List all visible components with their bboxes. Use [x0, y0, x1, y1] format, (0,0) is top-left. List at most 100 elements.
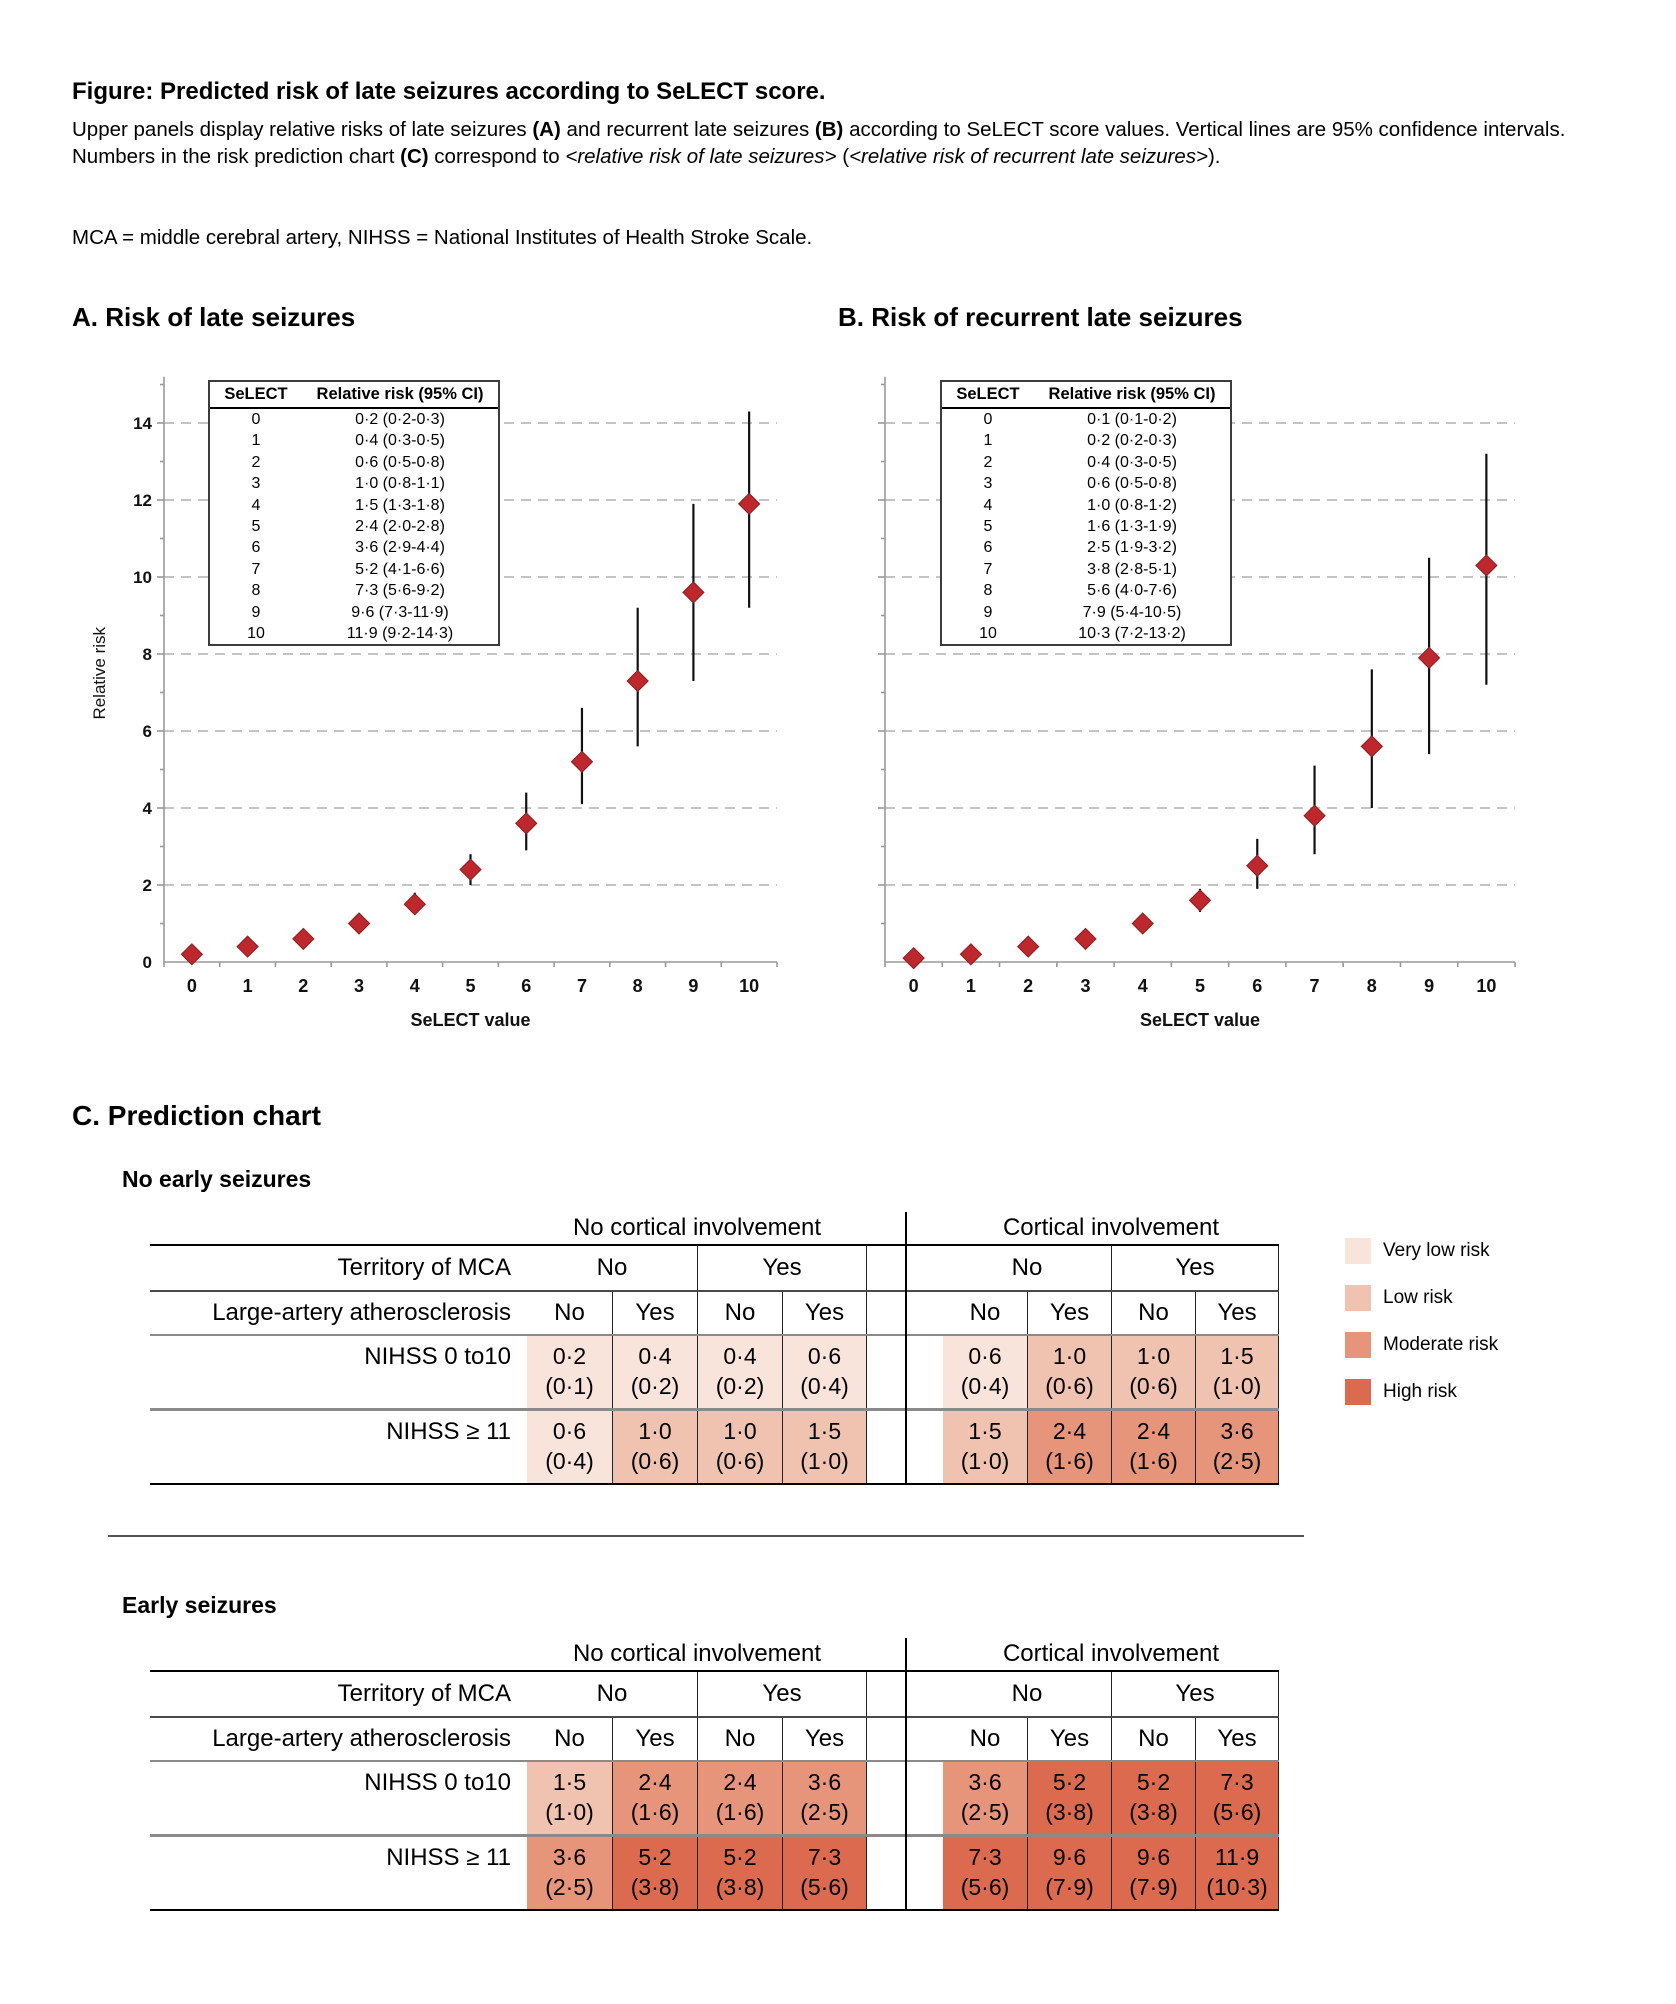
spacer	[867, 1762, 905, 1834]
inset-table-row: 9 9·6 (7·3-11·9)	[210, 602, 498, 623]
data-point-diamond	[682, 581, 705, 604]
inset-table-row: 3 0·6 (0·5-0·8)	[942, 473, 1230, 494]
group-header-row: No cortical involvement Cortical involvem…	[150, 1638, 1279, 1670]
risk-value: 2·4	[1136, 1417, 1171, 1444]
inset-table-b: SeLECT Relative risk (95% CI) 0 0·1 (0·1-0·…	[940, 380, 1232, 647]
risk-cell-low: 1·5 (1·0)	[943, 1410, 1027, 1483]
caption-segment: (C)	[400, 145, 429, 168]
caption-segment: according to SeLECT score values. Vertic…	[72, 118, 1566, 168]
risk-value-recurrent: (5·6)	[1212, 1799, 1262, 1825]
atherosclerosis-no: No	[1111, 1291, 1195, 1334]
data-series	[180, 411, 761, 966]
legend-swatch-high	[1345, 1379, 1371, 1405]
spacer	[867, 1246, 905, 1290]
x-tick-label: 6	[1252, 976, 1262, 996]
risk-value-recurrent: (2·5)	[545, 1873, 594, 1900]
y-tick-label: 10	[133, 568, 152, 587]
inset-table-a: SeLECT Relative risk (95% CI) 0 0·2 (0·2-0·…	[208, 380, 500, 647]
risk-value: 0·4	[723, 1343, 757, 1369]
atherosclerosis-yes: Yes	[612, 1291, 697, 1334]
risk-value: 11·9	[1214, 1843, 1260, 1870]
inset-select-value: 4	[983, 496, 993, 514]
spacer	[867, 1411, 905, 1483]
rule-under-atherosclerosis	[150, 1759, 1279, 1762]
risk-value: 3·6	[968, 1769, 1002, 1795]
spacer	[907, 1411, 943, 1483]
data-point-diamond	[180, 943, 204, 966]
caption-segment: <relative risk of recurrent late seizure…	[849, 145, 1208, 168]
risk-cell-moderate: 3·6 (2·5)	[1195, 1410, 1279, 1483]
data-point-diamond	[459, 858, 482, 881]
spacer	[867, 1638, 905, 1670]
data-point-diamond	[1303, 804, 1326, 827]
atherosclerosis-yes: Yes	[612, 1717, 697, 1760]
risk-value: 7·3	[1220, 1769, 1254, 1795]
risk-cell-high: 7·3 (5·6)	[943, 1836, 1027, 1909]
inset-table-row: 10 11·9 (9·2-14·3)	[210, 623, 498, 644]
risk-legend: Very low risk Low risk Moderate risk High r…	[1345, 1238, 1498, 1426]
x-tick-label: 5	[465, 976, 475, 996]
risk-value-recurrent: (3·8)	[1045, 1799, 1094, 1825]
inset-relative-risk-value: 0·6 (0·5-0·8)	[355, 453, 445, 471]
risk-value: 1·0	[1136, 1343, 1171, 1369]
risk-value-recurrent: (0·6)	[630, 1447, 680, 1474]
legend-label: High risk	[1383, 1381, 1457, 1402]
risk-value: 0·6	[968, 1343, 1002, 1369]
inset-relative-risk-value: 2·5 (1·9-3·2)	[1087, 539, 1177, 557]
risk-value: 9·6	[1136, 1843, 1171, 1870]
rule-under-group-headers	[150, 1670, 1279, 1672]
inset-relative-risk-value: 1·0 (0·8-1·2)	[1087, 496, 1177, 514]
atherosclerosis-no: No	[697, 1291, 782, 1334]
spacer	[867, 1212, 905, 1244]
y-tick-label: 8	[143, 645, 152, 664]
risk-cell-low: 1·0 (0·6)	[697, 1410, 782, 1483]
spacer	[867, 1837, 905, 1909]
risk-value-recurrent: (2·5)	[800, 1799, 849, 1825]
risk-cell-very-low: 0·6 (0·4)	[782, 1336, 867, 1408]
figure-title: Figure: Predicted risk of late seizures …	[72, 78, 826, 105]
inset-relative-risk-value: 5·2 (4·1-6·6)	[355, 560, 445, 578]
inset-relative-risk-value: 0·2 (0·2-0·3)	[355, 411, 445, 428]
territory-label: Territory of MCA	[337, 1254, 511, 1281]
territory-yes: Yes	[697, 1672, 867, 1716]
inset-table-row: 7 3·8 (2·8-5·1)	[942, 559, 1230, 580]
risk-cell-very-low: 0·6 (0·4)	[943, 1336, 1027, 1408]
inset-table-row: 1 0·2 (0·2-0·3)	[942, 430, 1230, 451]
rule-under-territory	[150, 1290, 1279, 1292]
section-divider	[108, 1535, 1304, 1537]
caption-segment: ).	[1207, 145, 1221, 168]
nihss-data-row: NIHSS 0 to10 1·5 (1·0) 2·4 (1·6) 2·4 (1·6) 3·6 (…	[150, 1762, 1279, 1834]
data-point-diamond	[1074, 927, 1097, 951]
risk-value-recurrent: (5·6)	[800, 1873, 849, 1900]
inset-header-relative-risk: Relative risk (95% CI)	[316, 385, 484, 403]
nihss-data-row: NIHSS ≥ 11 0·6 (0·4) 1·0 (0·6) 1·0 (0·6) 1·5 (1·…	[150, 1410, 1279, 1483]
abbreviations-line: MCA = middle cerebral artery, NIHSS = Na…	[72, 226, 813, 249]
group-header-no-cortical: No cortical involvement	[572, 1214, 822, 1241]
data-point-diamond	[959, 943, 983, 966]
risk-value-recurrent: (1·6)	[715, 1799, 765, 1825]
risk-cell-moderate: 3·6 (2·5)	[943, 1762, 1027, 1834]
territory-row: Territory of MCA No Yes No Yes	[150, 1672, 1279, 1716]
risk-value-recurrent: (1·6)	[1129, 1447, 1178, 1474]
nihss-data-row: NIHSS ≥ 11 3·6 (2·5) 5·2 (3·8) 5·2 (3·8) 7·3 (5·…	[150, 1836, 1279, 1909]
risk-value: 2·4	[723, 1769, 757, 1795]
inset-select-value: 6	[983, 539, 993, 557]
risk-value-recurrent: (0·2)	[630, 1373, 680, 1399]
inset-table-row: 0 0·2 (0·2-0·3)	[210, 409, 498, 430]
spacer	[907, 1762, 943, 1834]
atherosclerosis-yes: Yes	[1027, 1717, 1111, 1760]
table-2-subtitle: Early seizures	[122, 1592, 277, 1618]
inset-relative-risk-value: 1·5 (1·3-1·8)	[355, 496, 445, 514]
cortical-group-divider	[905, 1212, 907, 1485]
cortical-group-divider	[905, 1638, 907, 1911]
x-tick-label: 3	[354, 976, 364, 996]
inset-header-row: SeLECT Relative risk (95% CI)	[942, 382, 1230, 409]
territory-yes: Yes	[1111, 1672, 1279, 1716]
risk-value-recurrent: (3·8)	[715, 1873, 765, 1900]
inset-table-row: 2 0·4 (0·3-0·5)	[942, 452, 1230, 473]
x-axis-title: SeLECT value	[410, 1010, 530, 1030]
inset-select-value: 9	[251, 603, 261, 621]
x-tick-label: 7	[577, 976, 587, 996]
atherosclerosis-no: No	[969, 1724, 1001, 1752]
